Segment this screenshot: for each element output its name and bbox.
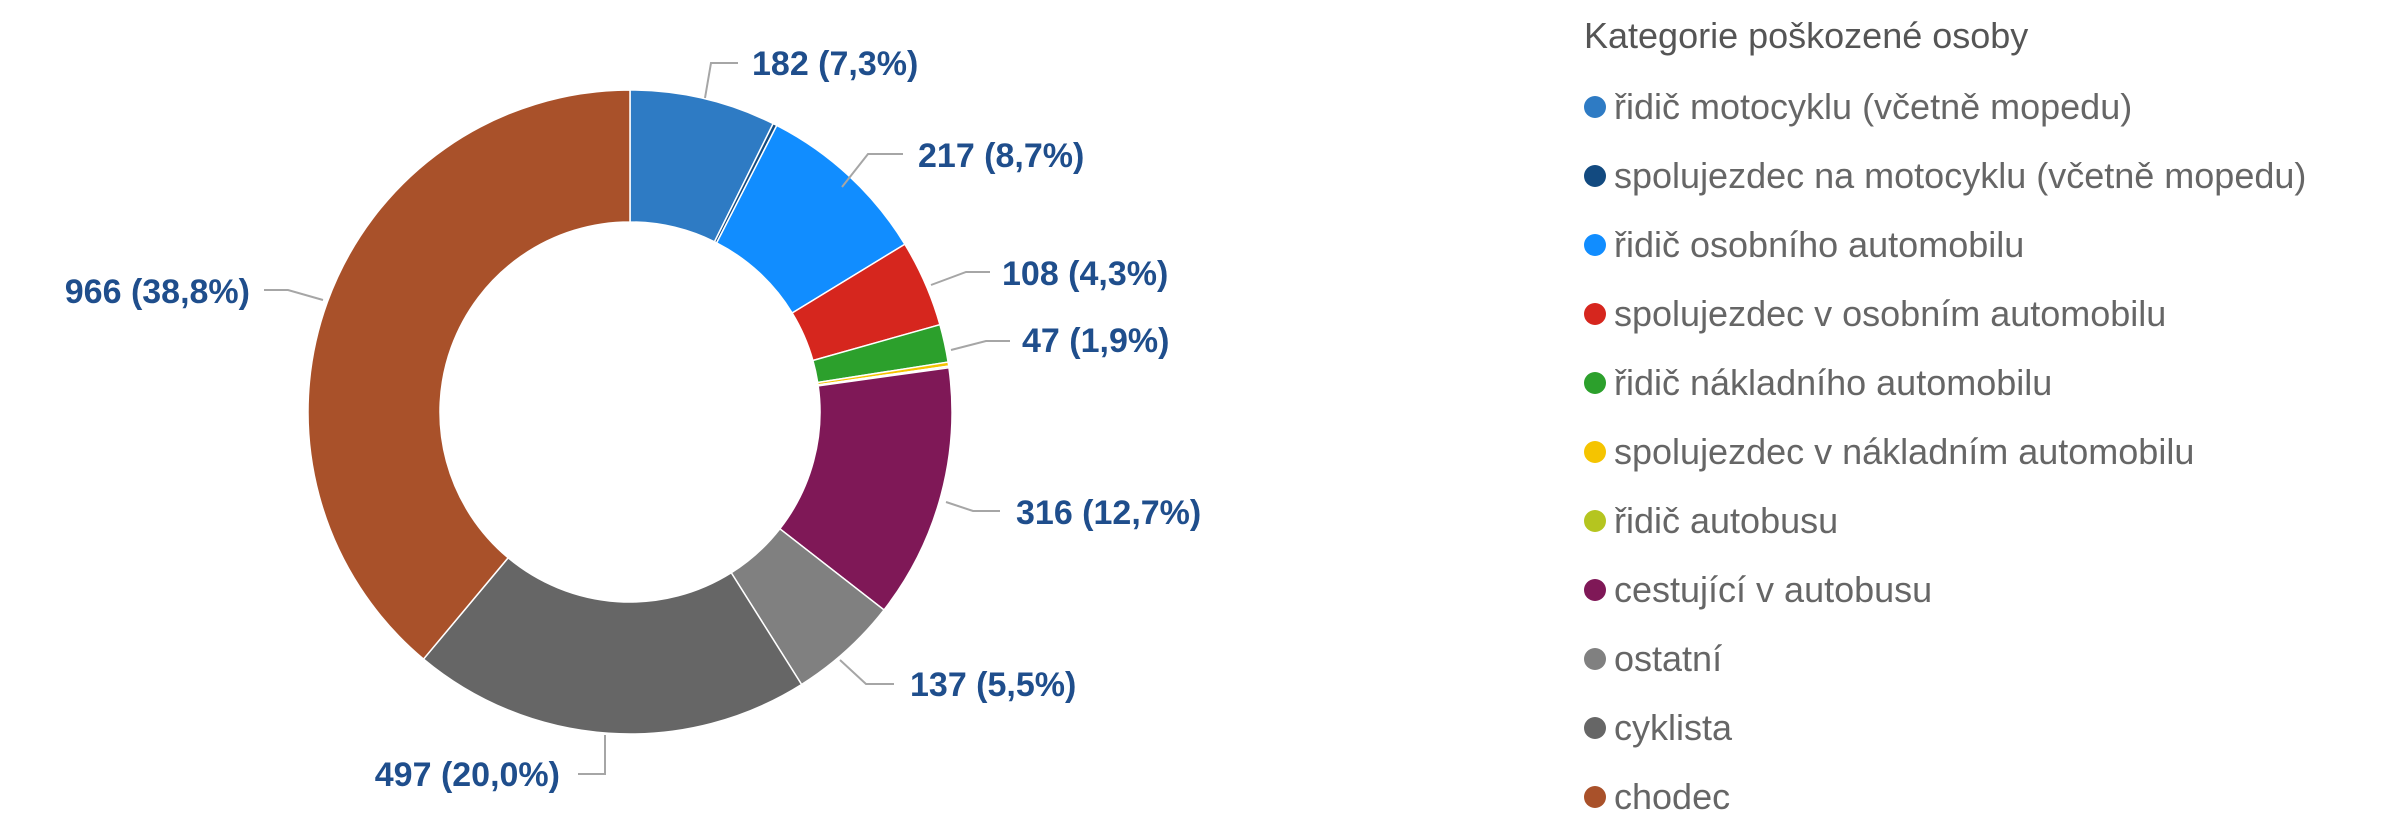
legend-item-7[interactable]: cestující v autobusu [1584, 555, 2306, 624]
label-leaders [264, 62, 1010, 775]
legend-dot-icon [1584, 371, 1606, 394]
legend-label: cestující v autobusu [1614, 568, 1933, 610]
legend-dot-icon [1584, 233, 1606, 256]
legend-dot-icon [1584, 785, 1606, 808]
data-label-4: 47 (1,9%) [1022, 322, 1169, 360]
leader-line-0 [704, 62, 738, 99]
legend-item-10[interactable]: chodec [1584, 762, 2306, 831]
legend-dot-icon [1584, 647, 1606, 670]
data-label-3: 108 (4,3%) [1002, 255, 1168, 293]
leader-line-4 [950, 340, 1010, 351]
legend-label: ostatní [1614, 637, 1723, 679]
leader-line-8 [839, 659, 894, 685]
legend: Kategorie poškozené osoby řidič motocykl… [1584, 14, 2306, 831]
legend-dot-icon [1584, 440, 1606, 463]
data-labels: 182 (7,3%) 217 (8,7%) 108 (4,3%) 47 (1,9%) 3… [65, 45, 1201, 794]
legend-label: řidič nákladního automobilu [1614, 361, 2053, 403]
leader-line-10 [264, 289, 324, 301]
legend-dot-icon [1584, 95, 1606, 118]
data-label-9: 497 (20,0%) [375, 756, 560, 794]
donut-chart: 182 (7,3%) 217 (8,7%) 108 (4,3%) 47 (1,9%) 3… [65, 45, 1201, 794]
legend-label: řidič autobusu [1614, 499, 1839, 541]
legend-dot-icon [1584, 302, 1606, 325]
leader-line-2 [841, 153, 903, 188]
legend-label: spolujezdec v nákladním automobilu [1614, 430, 2195, 472]
legend-item-5[interactable]: spolujezdec v nákladním automobilu [1584, 417, 2306, 486]
leader-line-3 [930, 271, 990, 286]
legend-title: Kategorie poškozené osoby [1584, 15, 2029, 56]
legend-dot-icon [1584, 509, 1606, 532]
slice-9[interactable] [422, 556, 803, 735]
leader-line-9 [578, 735, 606, 775]
legend-dot-icon [1584, 716, 1606, 739]
legend-label: chodec [1614, 775, 1731, 817]
legend-item-2[interactable]: řidič osobního automobilu [1584, 210, 2306, 279]
legend-item-4[interactable]: řidič nákladního automobilu [1584, 348, 2306, 417]
legend-dot-icon [1584, 164, 1606, 187]
data-label-10: 966 (38,8%) [65, 273, 250, 311]
data-label-2: 217 (8,7%) [918, 137, 1084, 175]
legend-item-3[interactable]: spolujezdec v osobním automobilu [1584, 279, 2306, 348]
data-label-0: 182 (7,3%) [752, 45, 918, 83]
legend-item-1[interactable]: spolujezdec na motocyklu (včetně mopedu) [1584, 141, 2306, 210]
data-label-8: 137 (5,5%) [910, 666, 1076, 704]
legend-label: řidič motocyklu (včetně mopedu) [1614, 85, 2133, 127]
legend-item-0[interactable]: řidič motocyklu (včetně mopedu) [1584, 72, 2306, 141]
legend-label: spolujezdec v osobním automobilu [1614, 292, 2167, 334]
legend-label: řidič osobního automobilu [1614, 223, 2025, 265]
slice-10[interactable] [307, 89, 631, 661]
legend-label: spolujezdec na motocyklu (včetně mopedu) [1614, 154, 2307, 196]
legend-item-6[interactable]: řidič autobusu [1584, 486, 2306, 555]
leader-line-7 [945, 501, 1000, 512]
legend-items: řidič motocyklu (včetně mopedu) spolujezd… [1584, 72, 2306, 831]
data-label-7: 316 (12,7%) [1016, 494, 1201, 532]
donut-slices [307, 89, 953, 735]
legend-item-9[interactable]: cyklista [1584, 693, 2306, 762]
legend-item-8[interactable]: ostatní [1584, 624, 2306, 693]
legend-label: cyklista [1614, 706, 1733, 748]
legend-dot-icon [1584, 578, 1606, 601]
